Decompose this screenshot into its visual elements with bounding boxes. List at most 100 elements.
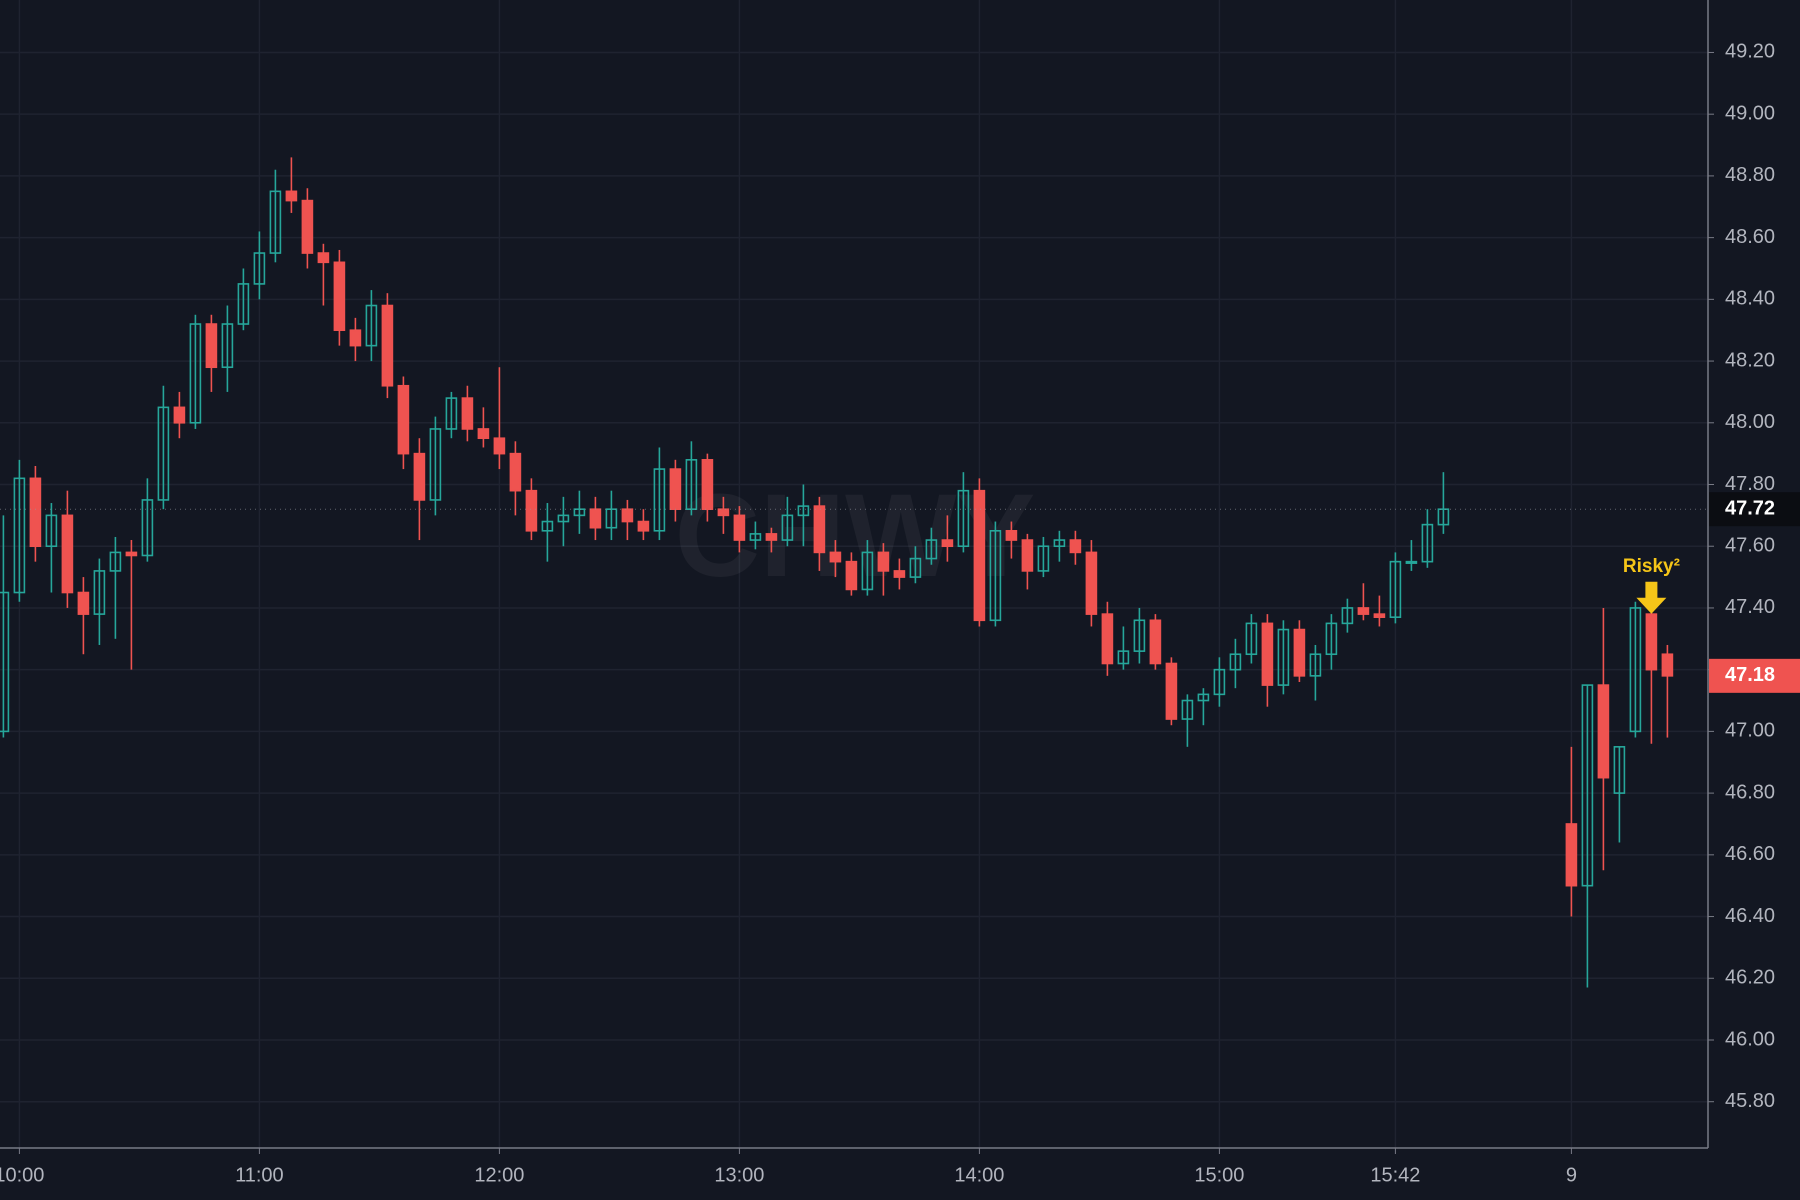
candle-body bbox=[1085, 551, 1098, 615]
candle-body bbox=[45, 514, 58, 548]
y-tick-label: 46.80 bbox=[1725, 781, 1775, 803]
candle-body bbox=[1581, 684, 1594, 887]
candle-body bbox=[557, 514, 570, 523]
candle-body bbox=[1597, 684, 1610, 779]
candle-body bbox=[701, 459, 714, 510]
current-price-label: 47.18 bbox=[1725, 664, 1775, 686]
candle-body bbox=[1421, 523, 1434, 563]
candle-body bbox=[749, 533, 762, 541]
candle-body bbox=[221, 323, 234, 369]
candle-body bbox=[733, 514, 746, 541]
y-tick-label: 46.20 bbox=[1725, 967, 1775, 989]
candle-body bbox=[285, 190, 298, 202]
candle-body bbox=[637, 520, 650, 532]
candle-body bbox=[1133, 619, 1146, 652]
candle-body bbox=[925, 539, 938, 560]
candle-body bbox=[397, 384, 410, 455]
y-tick-label: 47.40 bbox=[1725, 596, 1775, 618]
candle-body bbox=[669, 468, 682, 510]
candle-body bbox=[141, 499, 154, 557]
candle-body bbox=[61, 514, 74, 594]
candle-body bbox=[621, 508, 634, 523]
candle-body bbox=[29, 477, 42, 548]
candle-body bbox=[493, 437, 506, 455]
candle-body bbox=[237, 283, 250, 325]
candle-body bbox=[1565, 823, 1578, 887]
candle-body bbox=[1101, 613, 1114, 665]
candle-body bbox=[941, 539, 954, 548]
candle-body bbox=[1373, 613, 1386, 619]
candle-body bbox=[1165, 662, 1178, 720]
candle-body bbox=[1309, 653, 1322, 677]
candle-body bbox=[189, 323, 202, 424]
candle-body bbox=[461, 397, 474, 430]
y-tick-label: 47.00 bbox=[1725, 720, 1775, 742]
candle-body bbox=[381, 304, 394, 387]
candle-body bbox=[1389, 560, 1402, 619]
candle-body bbox=[477, 428, 490, 440]
candle-body bbox=[445, 397, 458, 430]
candle-body bbox=[525, 489, 538, 532]
candle-body bbox=[125, 551, 138, 557]
candle-body bbox=[205, 323, 218, 369]
candle-body bbox=[269, 190, 282, 254]
y-tick-label: 49.00 bbox=[1725, 102, 1775, 124]
grid bbox=[0, 0, 1708, 1148]
candle-body bbox=[1181, 699, 1194, 720]
candle-body bbox=[509, 452, 522, 492]
candle-body bbox=[813, 505, 826, 554]
candle-body bbox=[1437, 508, 1450, 526]
candle-body bbox=[605, 508, 618, 529]
y-tick-label: 46.40 bbox=[1725, 905, 1775, 927]
last-price-tag bbox=[1709, 492, 1800, 527]
axis-labels: 45.8046.0046.2046.4046.6046.8047.0047.20… bbox=[0, 41, 1800, 1186]
annotation-arrow bbox=[1636, 581, 1667, 614]
candle-body bbox=[1117, 650, 1130, 665]
candle-body bbox=[573, 508, 586, 517]
current-price-tag bbox=[1709, 658, 1800, 693]
candle-body bbox=[333, 261, 346, 332]
candle-body bbox=[1645, 613, 1658, 671]
candle-body bbox=[173, 406, 186, 424]
candle-body bbox=[589, 508, 602, 529]
x-tick-label: 11:00 bbox=[235, 1164, 284, 1186]
candle-body bbox=[0, 591, 10, 733]
x-tick-label: 15:00 bbox=[1194, 1164, 1244, 1186]
x-tick-label: 13:00 bbox=[714, 1164, 764, 1186]
candle-body bbox=[1629, 607, 1642, 733]
candle-body bbox=[1613, 746, 1626, 794]
annotation: Risky² bbox=[1623, 556, 1680, 577]
candle-body bbox=[1197, 693, 1210, 702]
y-tick-label: 46.60 bbox=[1725, 843, 1775, 865]
x-tick-label: 14:00 bbox=[954, 1164, 1004, 1186]
candles: Risky² bbox=[0, 157, 1708, 988]
candle-body bbox=[973, 489, 986, 622]
candle-body bbox=[109, 551, 122, 572]
candle-body bbox=[765, 533, 778, 541]
candle-body bbox=[1021, 539, 1034, 572]
candle-body bbox=[893, 570, 906, 578]
candle-body bbox=[253, 252, 266, 285]
candle-body bbox=[1037, 545, 1050, 572]
candle-body bbox=[13, 477, 26, 594]
candle-body bbox=[989, 529, 1002, 622]
y-tick-label: 48.00 bbox=[1725, 411, 1775, 433]
candle-body bbox=[781, 514, 794, 541]
candle-body bbox=[1261, 622, 1274, 686]
candle-body bbox=[1277, 628, 1290, 686]
y-tick-label: 48.40 bbox=[1725, 288, 1775, 310]
y-tick-label: 46.00 bbox=[1725, 1028, 1775, 1050]
y-tick-label: 47.60 bbox=[1725, 535, 1775, 557]
y-tick-label: 47.80 bbox=[1725, 473, 1775, 495]
candle-body bbox=[413, 452, 426, 501]
candle-body bbox=[957, 489, 970, 548]
candle-body bbox=[1661, 653, 1674, 677]
candle-body bbox=[93, 570, 106, 615]
candle-body bbox=[1005, 529, 1018, 541]
candle-body bbox=[829, 551, 842, 563]
candle-body bbox=[1293, 628, 1306, 677]
candle-body bbox=[77, 591, 90, 615]
candle-body bbox=[797, 505, 810, 517]
